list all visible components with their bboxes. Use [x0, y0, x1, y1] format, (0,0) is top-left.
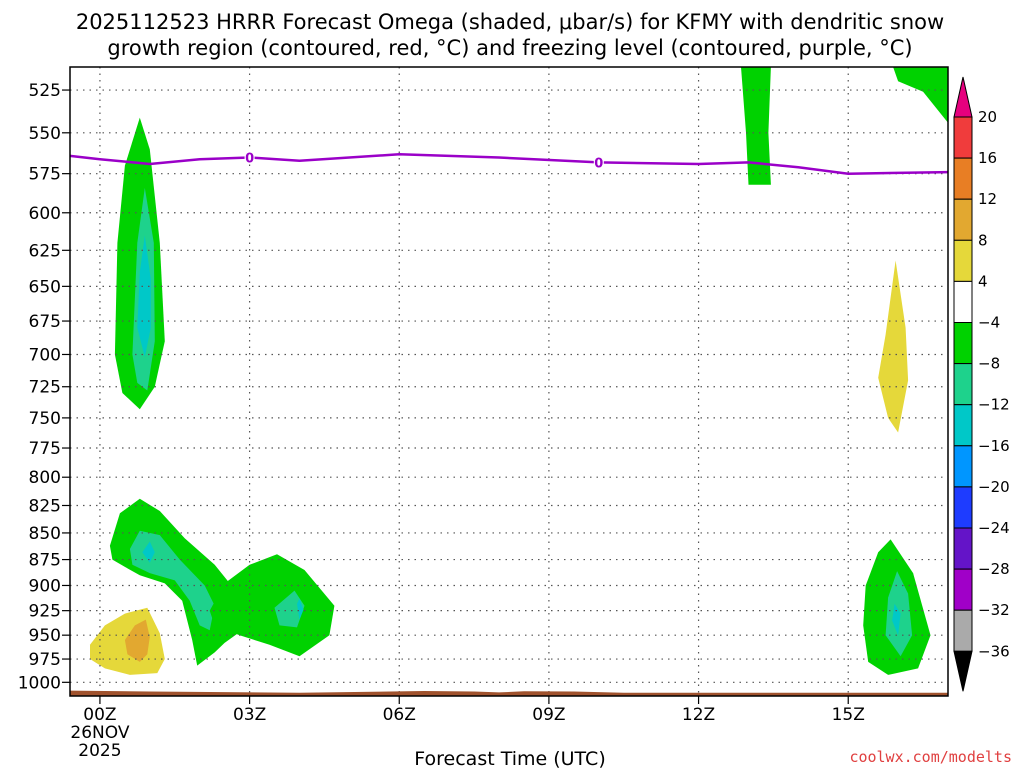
- chart-title-line-2: growth region (contoured, red, °C) and f…: [107, 36, 912, 60]
- y-tick-label: 875: [29, 551, 61, 571]
- colorbar-level-label: 4: [978, 272, 988, 290]
- x-tick-year-label: 2025: [78, 741, 121, 761]
- x-tick-date-label: 26NOV: [70, 723, 129, 743]
- chart-title-line-1: 2025112523 HRRR Forecast Omega (shaded, …: [76, 10, 944, 34]
- colorbar-level-label: 12: [978, 190, 997, 208]
- colorbar-level-label: −24: [978, 519, 1010, 537]
- y-tick-label: 675: [29, 312, 61, 332]
- y-tick-label: 700: [29, 345, 61, 365]
- surface-terrain: [70, 690, 948, 696]
- credit-link[interactable]: coolwx.com/modelts: [849, 748, 1012, 766]
- colorbar-top-arrow: [953, 76, 973, 118]
- colorbar-bottom-arrow: [953, 650, 973, 692]
- colorbar-swatch: [953, 322, 973, 365]
- x-tick-label: 09Z: [532, 705, 565, 725]
- freezing-level-label-bg: [244, 149, 255, 165]
- y-tick-label: 1000: [18, 673, 61, 693]
- omega-region-low-left-orange: [124, 619, 150, 662]
- y-tick-label: 575: [29, 165, 61, 185]
- y-tick-label: 900: [29, 576, 61, 596]
- y-tick-label: 975: [29, 650, 61, 670]
- colorbar-swatch: [953, 280, 973, 323]
- colorbar-swatch: [953, 239, 973, 282]
- omega-region-mid-green: [209, 554, 335, 657]
- x-tick-label: 06Z: [383, 705, 416, 725]
- colorbar-level-label: −28: [978, 560, 1010, 578]
- colorbar-swatch: [953, 157, 973, 200]
- y-tick-label: 650: [29, 277, 61, 297]
- x-axis-title: Forecast Time (UTC): [414, 748, 605, 768]
- colorbar-level-label: 8: [978, 231, 988, 249]
- colorbar-swatch: [953, 116, 973, 159]
- omega-region-upper-left-cyan: [137, 235, 151, 358]
- y-tick-label: 850: [29, 524, 61, 544]
- y-tick-label: 825: [29, 496, 61, 516]
- freezing-level-label: 0: [594, 156, 603, 171]
- y-tick-label: 800: [29, 468, 61, 488]
- x-tick-label: 15Z: [832, 705, 865, 725]
- freezing-level-label: 0: [245, 152, 254, 167]
- freezing-level-line: [69, 153, 949, 175]
- colorbar-level-label: −12: [978, 396, 1010, 414]
- y-tick-label: 925: [29, 602, 61, 622]
- omega-region-mid-cyan: [297, 598, 304, 620]
- y-tick-label: 725: [29, 378, 61, 398]
- y-tick-label: 775: [29, 439, 61, 459]
- colorbar-level-label: −4: [978, 314, 1000, 332]
- x-tick-label: 12Z: [682, 705, 715, 725]
- colorbar-swatch: [953, 198, 973, 241]
- y-tick-label: 550: [29, 124, 61, 144]
- freezing-level-label-bg: [593, 154, 604, 170]
- colorbar-swatch: [953, 404, 973, 447]
- omega-region-low-left-cyan: [142, 541, 155, 563]
- colorbar-swatch: [953, 568, 973, 611]
- colorbar-level-label: −8: [978, 355, 1000, 373]
- y-tick-label: 600: [29, 204, 61, 224]
- colorbar-level-label: 16: [978, 149, 997, 167]
- x-tick-label: 00Z: [83, 705, 116, 725]
- colorbar-swatch: [953, 445, 973, 488]
- omega-region-low-right-cyan: [892, 603, 901, 636]
- colorbar-swatch: [953, 609, 973, 652]
- colorbar-swatch: [953, 527, 973, 570]
- colorbar: 20 16 12 8 4 −4 −8 −12 −16 −20 −24 −28 −32 −36: [953, 76, 1010, 692]
- colorbar-swatch: [953, 363, 973, 406]
- omega-region-top-right-green: [893, 67, 948, 123]
- plot-frame: [69, 66, 949, 697]
- omega-region-top-mid-green: [741, 67, 771, 185]
- y-tick-label: 625: [29, 241, 61, 261]
- colorbar-level-label: −32: [978, 601, 1010, 619]
- y-tick-label: 525: [29, 81, 61, 101]
- colorbar-level-label: −16: [978, 437, 1010, 455]
- colorbar-level-label: −20: [978, 478, 1010, 496]
- y-tick-label: 950: [29, 626, 61, 646]
- omega-region-mid-teal: [274, 590, 305, 628]
- colorbar-level-label: 20: [978, 108, 997, 126]
- colorbar-swatch: [953, 486, 973, 529]
- colorbar-level-label: −36: [978, 642, 1010, 660]
- plot-area: 0 0 525 550 575 600 625 650 675 700 725 750 775 800 82…: [18, 66, 949, 761]
- omega-region-right-yellow: [878, 260, 909, 433]
- y-tick-label: 750: [29, 409, 61, 429]
- x-tick-label: 03Z: [233, 705, 266, 725]
